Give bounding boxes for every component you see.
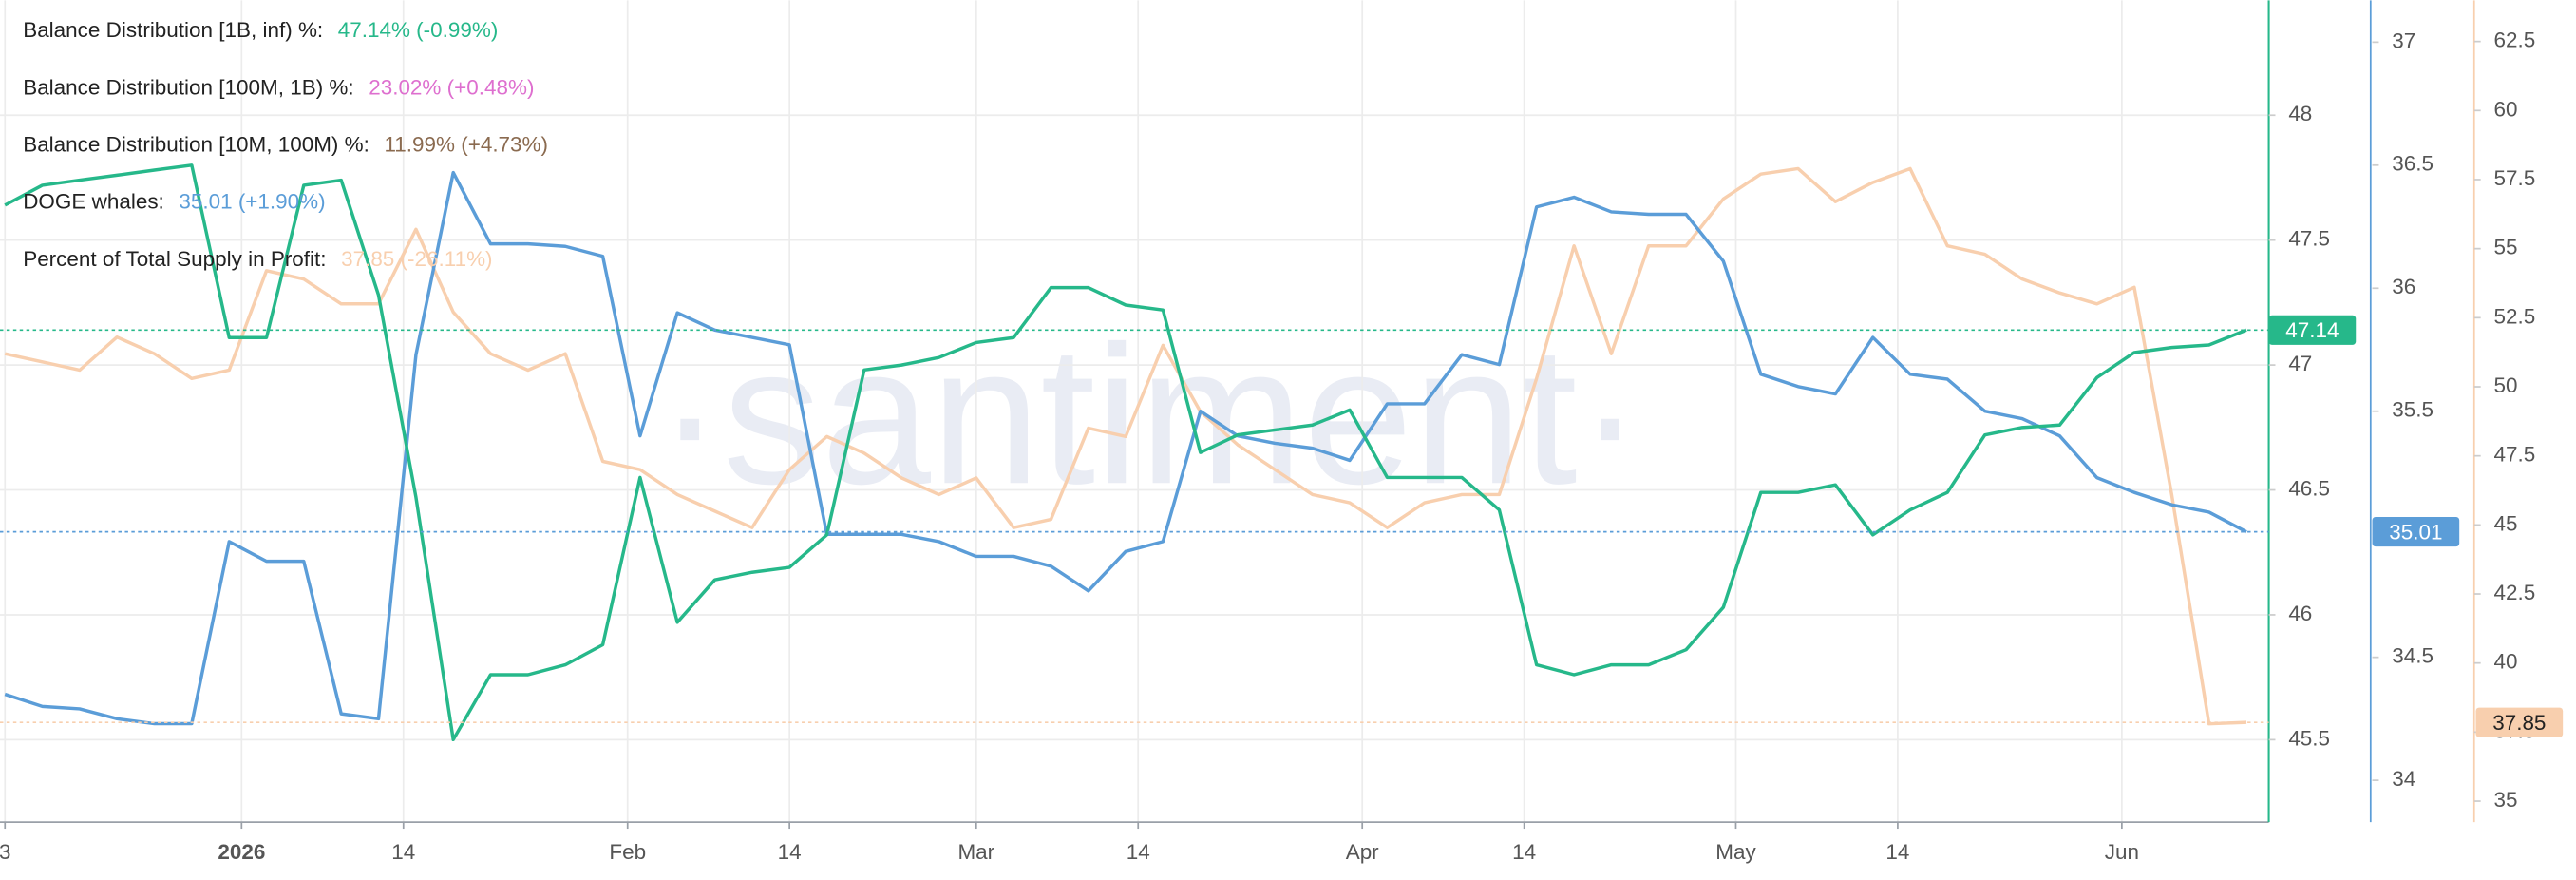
x-tick-label: 14 — [1127, 840, 1150, 864]
last-value-badge — [2268, 315, 2357, 345]
y-tick-label: 42.5 — [2494, 581, 2536, 604]
y-tick-label: 47.5 — [2494, 443, 2536, 467]
legend-value: 11.99% (+4.73%) — [384, 133, 548, 157]
y-tick-label: 36 — [2392, 275, 2415, 298]
x-tick-label: 14 — [1885, 840, 1909, 864]
y-tick-label: 34 — [2392, 767, 2415, 791]
y-tick-label: 45 — [2494, 511, 2518, 535]
y-tick-label: 55 — [2494, 236, 2518, 259]
y-tick-label: 35 — [2494, 788, 2518, 812]
x-tick-label: Mar — [957, 840, 994, 864]
x-tick-label: 14 — [1512, 840, 1536, 864]
y-tick-label: 35.5 — [2392, 398, 2434, 422]
y-tick-label: 46 — [2288, 602, 2312, 625]
y-tick-label: 47.5 — [2288, 227, 2330, 251]
legend-name: Balance Distribution [100M, 1B) %: — [23, 75, 353, 99]
last-value-label: 47.14 — [2285, 318, 2339, 342]
x-tick-label: 3 — [0, 840, 10, 864]
x-tick-label: May — [1715, 840, 1756, 864]
y-tick-label: 34.5 — [2392, 644, 2434, 668]
y-tick-label: 37 — [2392, 29, 2415, 52]
x-tick-label: 2026 — [218, 840, 265, 864]
y-tick-label: 46.5 — [2288, 476, 2330, 500]
x-tick-label: Feb — [609, 840, 646, 864]
watermark: ·santiment· — [657, 304, 1643, 525]
legend-value: 47.14% (-0.99%) — [338, 18, 499, 42]
y-tick-label: 48 — [2288, 102, 2312, 125]
legend-value: 23.02% (+0.48%) — [369, 75, 534, 99]
last-value-label: 37.85 — [2492, 711, 2546, 735]
y-tick-label: 45.5 — [2288, 726, 2330, 750]
x-tick-label: 14 — [391, 840, 415, 864]
last-value-badge — [2372, 517, 2460, 547]
legend-value: 35.01 (+1.90%) — [179, 190, 325, 214]
y-tick-label: 40 — [2494, 650, 2518, 674]
legend-name: DOGE whales: — [23, 190, 164, 214]
y-tick-label: 52.5 — [2494, 304, 2536, 328]
y-tick-label: 50 — [2494, 373, 2518, 397]
legend-name: Balance Distribution [1B, inf) %: — [23, 18, 323, 42]
x-tick-label: Jun — [2105, 840, 2139, 864]
y-tick-label: 47 — [2288, 352, 2312, 375]
series-line — [4, 163, 2247, 742]
y-tick-label: 36.5 — [2392, 152, 2434, 176]
y-tick-label: 60 — [2494, 97, 2518, 121]
legend-name: Balance Distribution [10M, 100M) %: — [23, 133, 369, 157]
x-tick-label: 14 — [778, 840, 802, 864]
series-line — [4, 170, 2247, 726]
legend-name: Percent of Total Supply in Profit: — [23, 247, 326, 271]
last-value-label: 35.01 — [2389, 520, 2442, 544]
y-tick-label: 57.5 — [2494, 166, 2536, 190]
x-tick-label: Apr — [1346, 840, 1379, 864]
legend-value: 37.85 (-26.11%) — [341, 247, 492, 271]
last-value-badge — [2475, 707, 2564, 737]
y-tick-label: 62.5 — [2494, 29, 2536, 52]
